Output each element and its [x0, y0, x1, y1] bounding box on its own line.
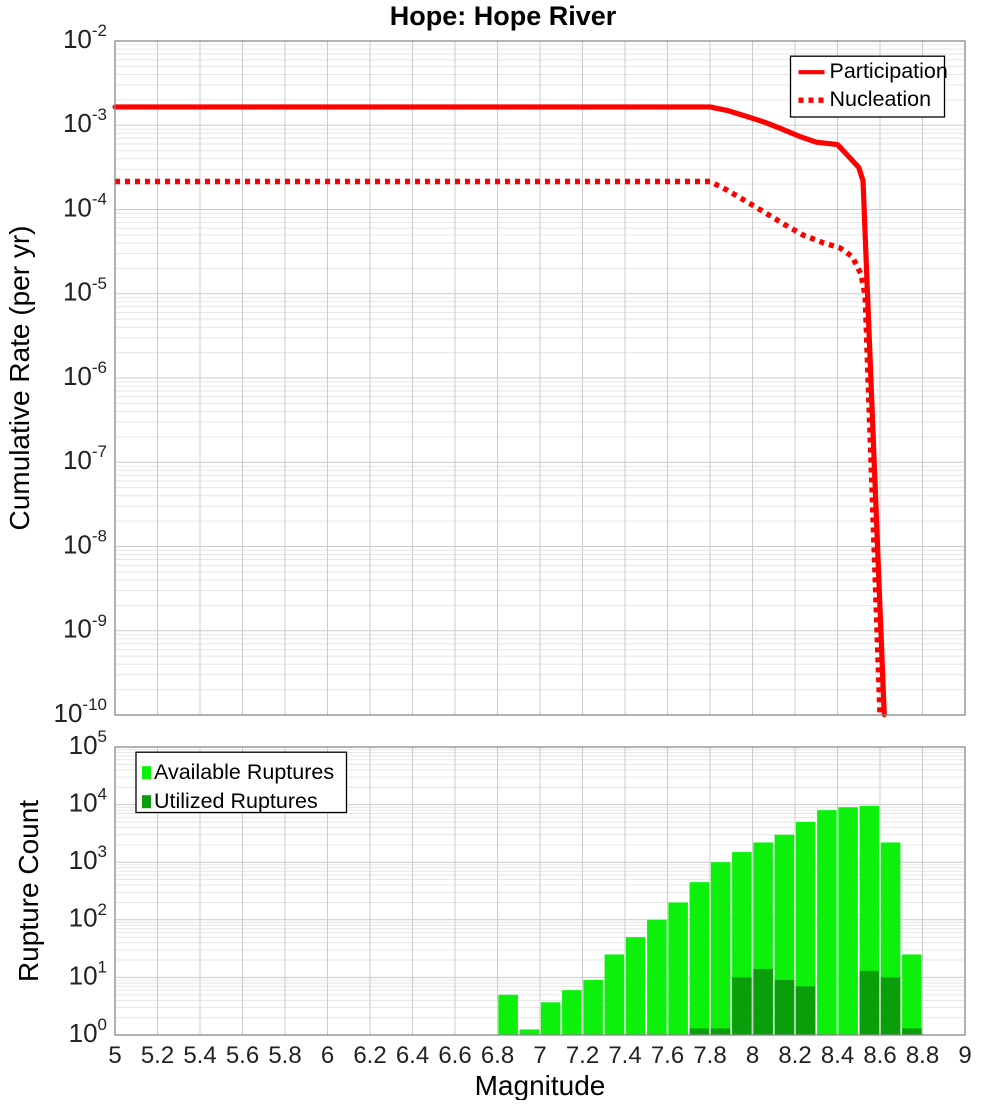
svg-text:7.6: 7.6	[651, 1042, 684, 1069]
svg-text:6.8: 6.8	[481, 1042, 514, 1069]
svg-text:Magnitude: Magnitude	[475, 1070, 606, 1100]
svg-text:Participation: Participation	[830, 59, 948, 83]
svg-text:Cumulative Rate (per yr): Cumulative Rate (per yr)	[4, 226, 35, 531]
svg-text:8.4: 8.4	[821, 1042, 854, 1069]
svg-text:5.2: 5.2	[141, 1042, 174, 1069]
svg-text:8.6: 8.6	[863, 1042, 896, 1069]
svg-text:Rupture Count: Rupture Count	[13, 800, 44, 982]
svg-text:8.8: 8.8	[906, 1042, 939, 1069]
svg-text:5: 5	[108, 1042, 121, 1069]
svg-text:5.6: 5.6	[226, 1042, 259, 1069]
svg-text:6.4: 6.4	[396, 1042, 429, 1069]
svg-text:Available Ruptures: Available Ruptures	[154, 760, 334, 784]
svg-text:6.6: 6.6	[438, 1042, 471, 1069]
svg-text:9: 9	[958, 1042, 971, 1069]
svg-text:6.2: 6.2	[353, 1042, 386, 1069]
svg-text:Hope: Hope River: Hope: Hope River	[390, 1, 617, 31]
svg-text:8.2: 8.2	[778, 1042, 811, 1069]
svg-text:6: 6	[321, 1042, 334, 1069]
svg-text:5.8: 5.8	[268, 1042, 301, 1069]
svg-text:7.2: 7.2	[566, 1042, 599, 1069]
svg-text:Nucleation: Nucleation	[830, 87, 932, 111]
svg-text:7.4: 7.4	[608, 1042, 641, 1069]
svg-text:Utilized Ruptures: Utilized Ruptures	[154, 789, 318, 813]
svg-text:8: 8	[746, 1042, 759, 1069]
svg-text:5.4: 5.4	[183, 1042, 216, 1069]
svg-text:7: 7	[533, 1042, 546, 1069]
svg-text:7.8: 7.8	[693, 1042, 726, 1069]
